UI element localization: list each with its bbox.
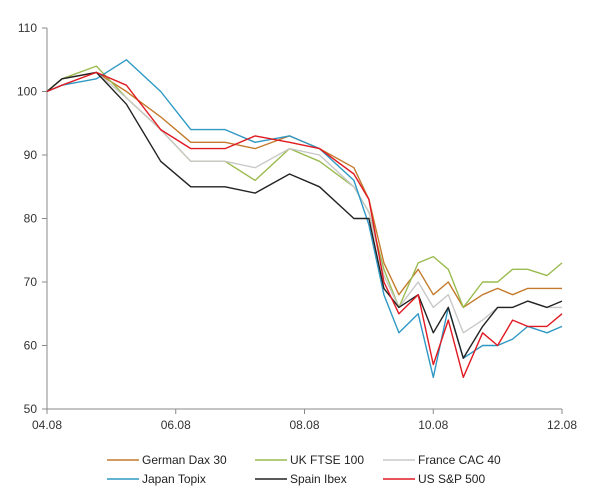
legend-label: Japan Topix [142, 472, 206, 486]
y-tick-label: 60 [24, 339, 38, 353]
y-tick-label: 80 [24, 212, 38, 226]
legend-label: US S&P 500 [418, 472, 485, 486]
y-tick-label: 90 [24, 148, 38, 162]
chart-axes: 50 60 70 80 90 100 110 04.08 06.08 08.08 10.08 12.0… [17, 21, 577, 432]
y-tick-label: 110 [18, 21, 37, 35]
series-line-spain-ibex [46, 71, 563, 359]
y-tick-label: 50 [24, 402, 38, 416]
legend-item-us-s-p-500: US S&P 500 [383, 472, 485, 486]
y-tick-label: 100 [17, 85, 37, 99]
x-tick-label: 10.08 [418, 418, 448, 432]
legend-item-japan-topix: Japan Topix [107, 472, 206, 486]
x-tick-label: 04.08 [32, 418, 62, 432]
series-line-german-dax-30 [46, 71, 562, 309]
x-tick-label: 06.08 [161, 418, 191, 432]
series-line-us-s-p-500 [46, 71, 563, 378]
legend-label: German Dax 30 [142, 453, 227, 467]
y-tick-label: 70 [24, 275, 38, 289]
x-tick-label: 08.08 [289, 418, 319, 432]
legend-label: UK FTSE 100 [290, 453, 364, 467]
legend-item-uk-ftse-100: UK FTSE 100 [255, 453, 364, 467]
x-tick-label: 12.08 [547, 418, 577, 432]
legend-label: Spain Ibex [290, 472, 347, 486]
series-line-japan-topix [46, 59, 563, 378]
legend-item-france-cac-40: France CAC 40 [383, 453, 501, 467]
chart-legend: German Dax 30 UK FTSE 100 France CAC 40 Jap… [107, 453, 501, 486]
legend-label: France CAC 40 [418, 453, 501, 467]
legend-item-spain-ibex: Spain Ibex [255, 472, 347, 486]
series-layer [46, 59, 563, 378]
legend-item-german-dax-30: German Dax 30 [107, 453, 227, 467]
